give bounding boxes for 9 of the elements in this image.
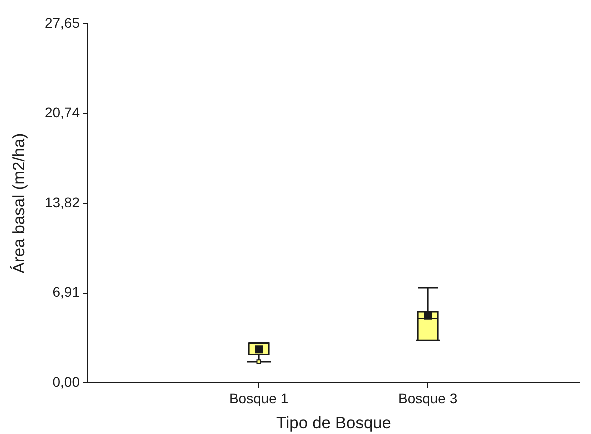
y-tick-label: 6,91: [52, 284, 80, 300]
y-tick-label: 0,00: [52, 374, 80, 390]
x-tick-label: Bosque 1: [229, 390, 289, 406]
y-tick-label: 27,65: [44, 14, 80, 31]
x-tick-label: Bosque 3: [398, 390, 458, 406]
y-tick-label: 13,82: [44, 194, 80, 210]
y-tick-label: 20,74: [44, 104, 80, 121]
y-axis-title: Área basal (m2/ha): [9, 133, 28, 274]
x-axis-title: Tipo de Bosque: [276, 414, 392, 433]
